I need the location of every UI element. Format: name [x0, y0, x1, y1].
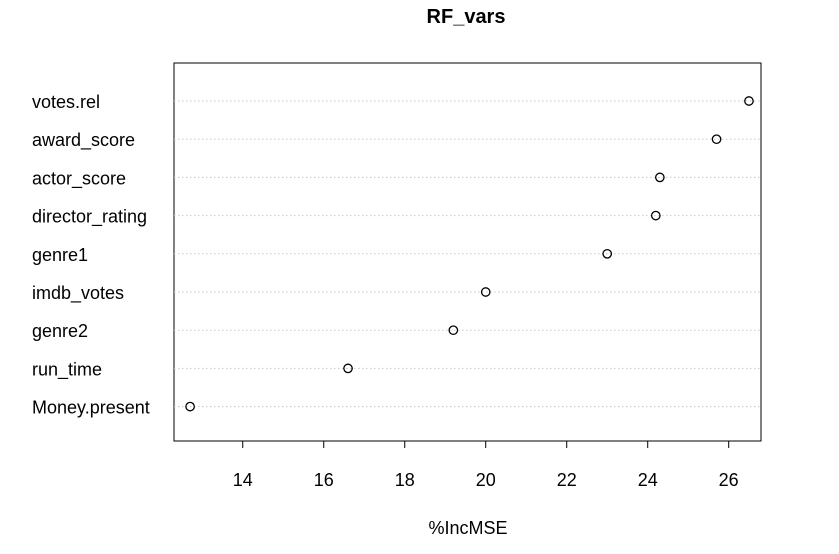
x-axis-title: %IncMSE: [428, 518, 507, 538]
x-tick-label: 16: [314, 470, 334, 490]
category-label: votes.rel: [32, 92, 100, 112]
chart-title: RF_vars: [427, 6, 506, 28]
category-label: Money.present: [32, 398, 150, 418]
data-point: [650, 210, 661, 221]
category-labels: votes.rel award_score actor_score director_…: [32, 92, 150, 418]
data-point: [711, 134, 722, 145]
plot-frame: [173, 62, 762, 442]
data-point: [343, 363, 353, 374]
data-points: [185, 96, 754, 412]
x-tick-label: 22: [557, 470, 577, 490]
category-label: actor_score: [32, 168, 126, 189]
category-label: genre2: [32, 321, 88, 341]
data-point: [744, 96, 754, 106]
data-point: [602, 248, 613, 259]
category-label: genre1: [32, 245, 88, 265]
x-tick-label: 14: [233, 470, 253, 490]
category-label: imdb_votes: [32, 283, 124, 304]
category-label: award_score: [32, 130, 135, 151]
category-label: director_rating: [32, 207, 147, 228]
data-point: [480, 287, 491, 297]
data-point: [185, 401, 195, 412]
data-point: [655, 172, 665, 183]
x-tick-label: 18: [395, 470, 415, 490]
category-label: run_time: [32, 359, 102, 380]
x-tick-label: 20: [476, 470, 496, 490]
x-tick-label: 26: [719, 470, 739, 490]
x-tick-label: 24: [638, 470, 658, 490]
data-point: [448, 325, 459, 336]
x-axis: 14 16 18 20 22 24 26: [233, 441, 739, 490]
grid-lines: [174, 100, 761, 408]
